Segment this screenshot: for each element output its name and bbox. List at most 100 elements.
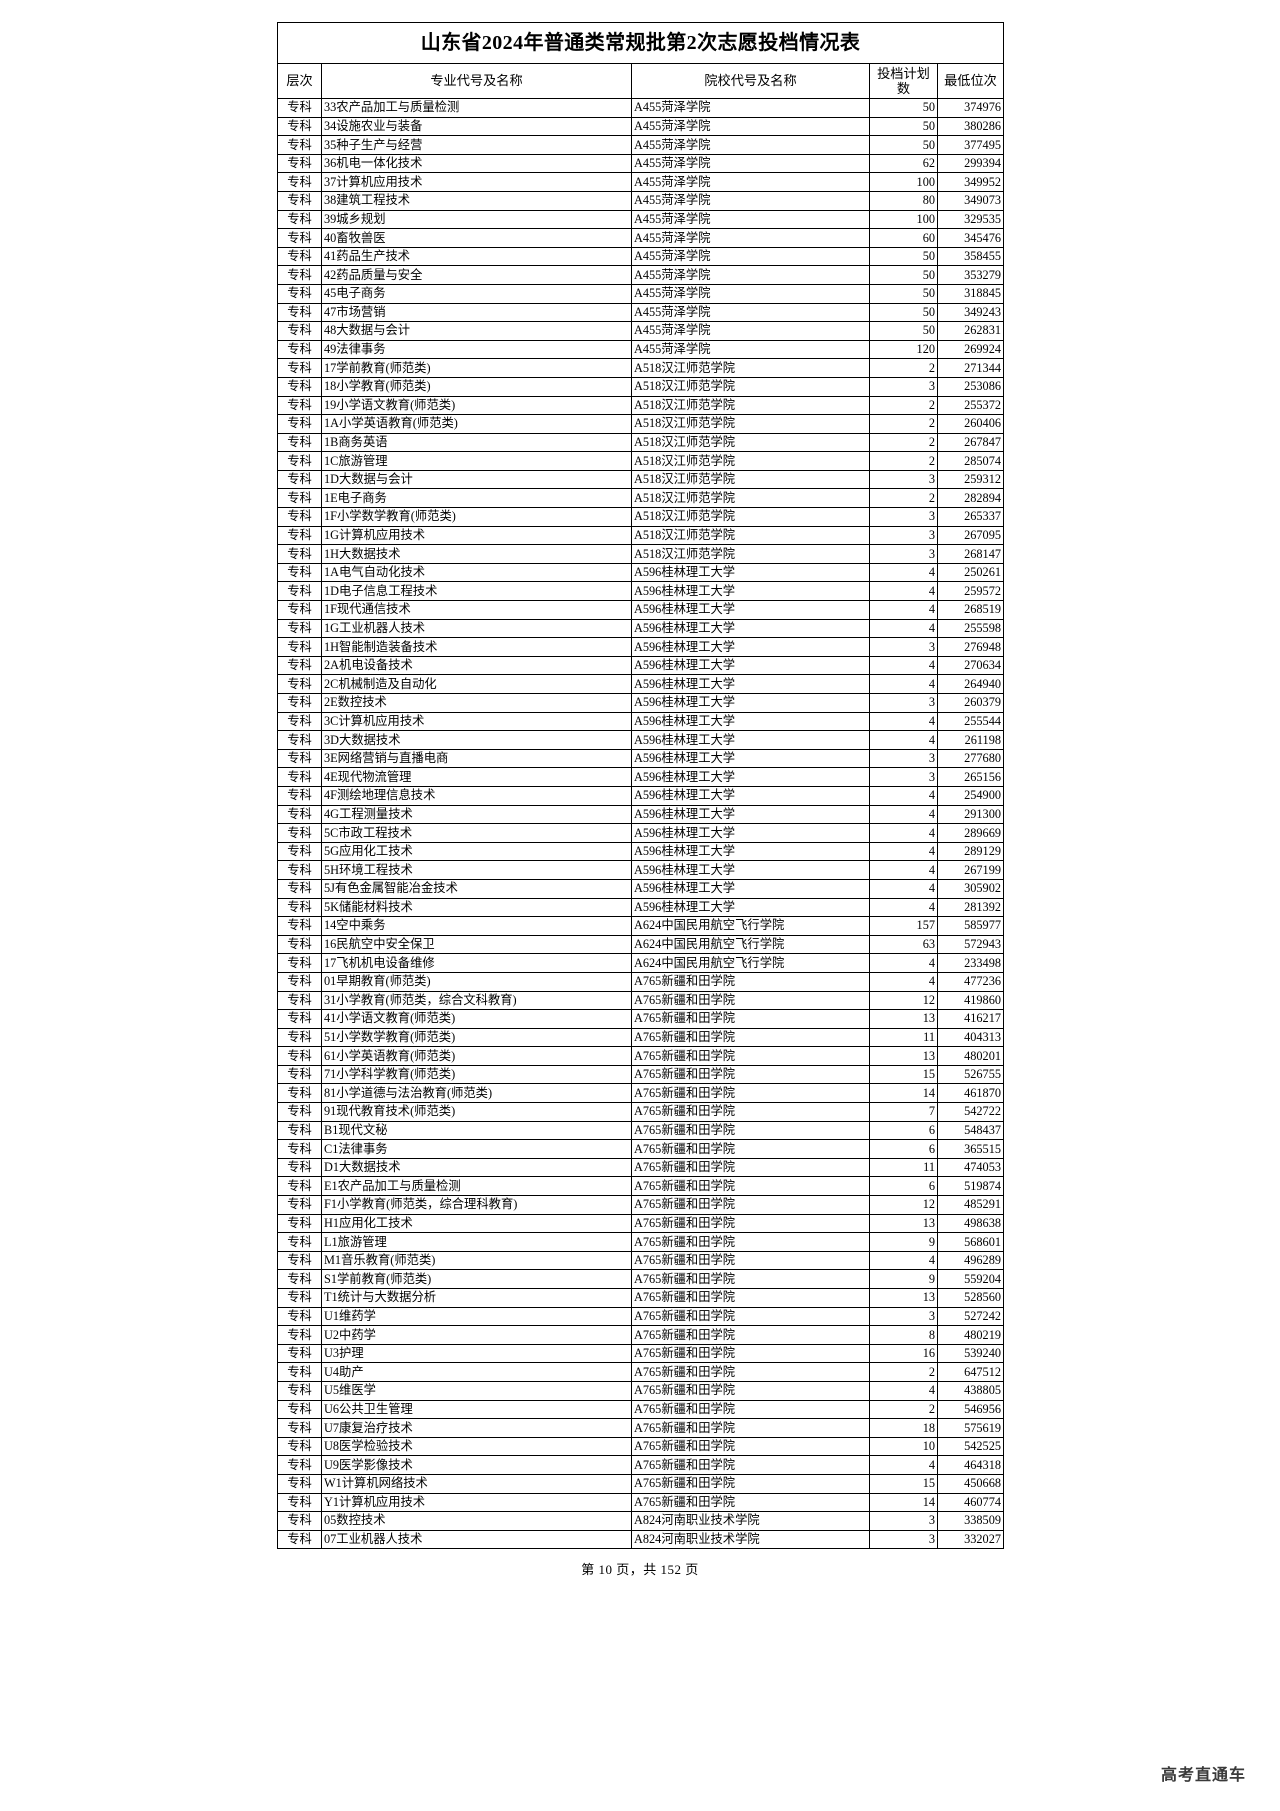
table-row: 专科 07工业机器人技术 A824河南职业技术学院 3 332027 — [277, 1529, 1004, 1550]
cell-plan: 15 — [869, 1473, 938, 1494]
cell-plan: 2 — [869, 488, 938, 509]
cell-school: A455菏泽学院 — [631, 172, 870, 192]
cell-major: 2C机械制造及自动化 — [321, 674, 632, 694]
cell-rank: 338509 — [937, 1511, 1004, 1531]
cell-school: A596桂林理工大学 — [631, 878, 870, 899]
cell-plan: 4 — [869, 1250, 938, 1271]
table-row: 专科 39城乡规划 A455菏泽学院 100 329535 — [277, 209, 1004, 230]
cell-rank: 647512 — [937, 1362, 1004, 1382]
cell-plan: 4 — [869, 562, 938, 583]
cell-level: 专科 — [277, 618, 322, 639]
cell-level: 专科 — [277, 674, 322, 694]
cell-rank: 264940 — [937, 674, 1004, 694]
table-row: 专科 01早期教育(师范类) A765新疆和田学院 4 477236 — [277, 971, 1004, 992]
cell-level: 专科 — [277, 1380, 322, 1401]
table-row: 专科 5H环境工程技术 A596桂林理工大学 4 267199 — [277, 860, 1004, 880]
cell-major: U2中药学 — [321, 1325, 632, 1345]
table-row: 专科 1D大数据与会计 A518汉江师范学院 3 259312 — [277, 469, 1004, 490]
table-row: 专科 14空中乘务 A624中国民用航空飞行学院 157 585977 — [277, 916, 1004, 936]
table-row: 专科 1C旅游管理 A518汉江师范学院 2 285074 — [277, 451, 1004, 471]
cell-level: 专科 — [277, 637, 322, 657]
cell-major: 47市场营销 — [321, 302, 632, 323]
cell-rank: 269924 — [937, 339, 1004, 360]
cell-plan: 2 — [869, 451, 938, 471]
table-row: 专科 1F小学数学教育(师范类) A518汉江师范学院 3 265337 — [277, 507, 1004, 527]
cell-school: A765新疆和田学院 — [631, 1362, 870, 1382]
cell-school: A765新疆和田学院 — [631, 1232, 870, 1252]
cell-school: A596桂林理工大学 — [631, 897, 870, 918]
cell-level: 专科 — [277, 1492, 322, 1513]
cell-level: 专科 — [277, 1455, 322, 1475]
cell-plan: 4 — [869, 1380, 938, 1401]
cell-level: 专科 — [277, 916, 322, 936]
cell-major: 38建筑工程技术 — [321, 190, 632, 211]
cell-plan: 4 — [869, 860, 938, 880]
cell-school: A765新疆和田学院 — [631, 1009, 870, 1029]
cell-major: 14空中乘务 — [321, 916, 632, 936]
cell-school: A455菏泽学院 — [631, 135, 870, 155]
cell-major: 81小学道德与法治教育(师范类) — [321, 1083, 632, 1104]
cell-rank: 305902 — [937, 878, 1004, 899]
cell-plan: 4 — [869, 823, 938, 843]
cell-rank: 353279 — [937, 265, 1004, 285]
table-row: 专科 H1应用化工技术 A765新疆和田学院 13 498638 — [277, 1213, 1004, 1234]
cell-major: 41小学语文教育(师范类) — [321, 1009, 632, 1029]
cell-rank: 380286 — [937, 116, 1004, 137]
table-row: 专科 U4助产 A765新疆和田学院 2 647512 — [277, 1362, 1004, 1382]
cell-rank: 233498 — [937, 953, 1004, 973]
cell-school: A596桂林理工大学 — [631, 562, 870, 583]
cell-plan: 4 — [869, 674, 938, 694]
cell-rank: 276948 — [937, 637, 1004, 657]
cell-major: 1H智能制造装备技术 — [321, 637, 632, 657]
cell-major: U4助产 — [321, 1362, 632, 1382]
table-row: 专科 2C机械制造及自动化 A596桂林理工大学 4 264940 — [277, 674, 1004, 694]
table-row: 专科 U9医学影像技术 A765新疆和田学院 4 464318 — [277, 1455, 1004, 1475]
table-row: 专科 U6公共卫生管理 A765新疆和田学院 2 546956 — [277, 1399, 1004, 1420]
cell-major: 16民航空中安全保卫 — [321, 934, 632, 955]
watermark-logo: 高考直通车 — [1160, 1767, 1246, 1784]
cell-plan: 4 — [869, 600, 938, 620]
table-row: 专科 U5维医学 A765新疆和田学院 4 438805 — [277, 1380, 1004, 1401]
report-sheet: 山东省2024年普通类常规批第2次志愿投档情况表 层次 专业代号及名称 院校代号… — [277, 22, 1004, 1578]
cell-plan: 3 — [869, 469, 938, 490]
table-row: 专科 17学前教育(师范类) A518汉江师范学院 2 271344 — [277, 358, 1004, 378]
cell-school: A518汉江师范学院 — [631, 507, 870, 527]
table-row: 专科 M1音乐教育(师范类) A765新疆和田学院 4 496289 — [277, 1250, 1004, 1271]
cell-major: 2A机电设备技术 — [321, 655, 632, 676]
cell-level: 专科 — [277, 897, 322, 918]
cell-level: 专科 — [277, 228, 322, 248]
cell-major: 1G计算机应用技术 — [321, 525, 632, 546]
cell-major: 5K储能材料技术 — [321, 897, 632, 918]
cell-major: U9医学影像技术 — [321, 1455, 632, 1475]
cell-school: A518汉江师范学院 — [631, 432, 870, 453]
cell-plan: 50 — [869, 98, 938, 118]
table-row: 专科 B1现代文秘 A765新疆和田学院 6 548437 — [277, 1120, 1004, 1141]
cell-plan: 3 — [869, 1511, 938, 1531]
cell-major: 49法律事务 — [321, 339, 632, 360]
cell-major: 1A电气自动化技术 — [321, 562, 632, 583]
cell-level: 专科 — [277, 1250, 322, 1271]
cell-level: 专科 — [277, 283, 322, 304]
cell-school: A596桂林理工大学 — [631, 804, 870, 825]
cell-rank: 485291 — [937, 1195, 1004, 1215]
cell-level: 专科 — [277, 1195, 322, 1215]
cell-level: 专科 — [277, 1325, 322, 1345]
cell-plan: 4 — [869, 804, 938, 825]
cell-plan: 3 — [869, 1306, 938, 1327]
cell-school: A518汉江师范学院 — [631, 488, 870, 509]
cell-major: 71小学科学教育(师范类) — [321, 1064, 632, 1085]
cell-major: 48大数据与会计 — [321, 321, 632, 341]
cell-rank: 291300 — [937, 804, 1004, 825]
cell-plan: 18 — [869, 1418, 938, 1438]
cell-level: 专科 — [277, 1213, 322, 1234]
cell-school: A765新疆和田学院 — [631, 1157, 870, 1178]
cell-major: 1B商务英语 — [321, 432, 632, 453]
cell-level: 专科 — [277, 748, 322, 769]
cell-major: 05数控技术 — [321, 1511, 632, 1531]
cell-plan: 63 — [869, 934, 938, 955]
cell-plan: 4 — [869, 785, 938, 806]
cell-school: A765新疆和田学院 — [631, 1492, 870, 1513]
cell-plan: 8 — [869, 1325, 938, 1345]
cell-rank: 255598 — [937, 618, 1004, 639]
cell-major: 51小学数学教育(师范类) — [321, 1027, 632, 1048]
